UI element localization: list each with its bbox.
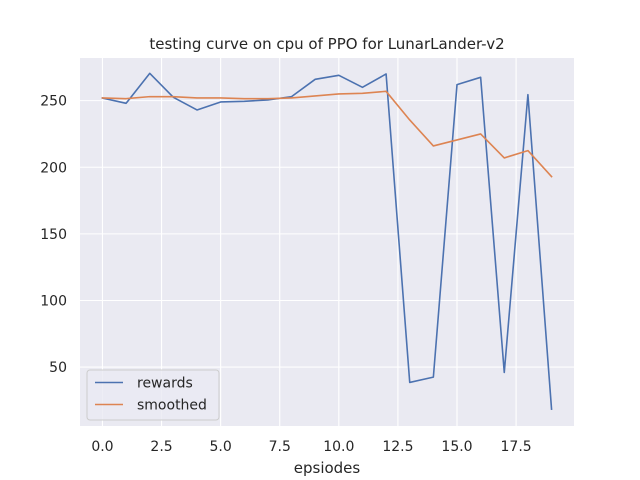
x-tick-label: 7.5 [269, 439, 291, 455]
x-tick-label: 10.0 [323, 439, 354, 455]
y-tick-label: 200 [40, 160, 67, 176]
x-tick-label: 17.5 [501, 439, 532, 455]
series-layer [101, 72, 553, 410]
chart-title: testing curve on cpu of PPO for LunarLan… [149, 35, 504, 53]
y-tick-label: 50 [49, 360, 67, 376]
legend-label-rewards: rewards [137, 376, 193, 392]
legend-label-smoothed: smoothed [137, 398, 207, 414]
x-tick-label: 12.5 [382, 439, 413, 455]
y-tick-label: 150 [40, 227, 67, 243]
x-tick-label: 15.0 [441, 439, 472, 455]
x-tick-label: 2.5 [150, 439, 172, 455]
y-tick-label: 250 [40, 94, 67, 110]
series-line-smoothed [101, 90, 553, 178]
y-axis-ticks: 50 100 150 200 250 [40, 94, 67, 376]
y-tick-label: 100 [40, 293, 67, 309]
x-axis-ticks: 0.0 2.5 5.0 7.5 10.0 12.5 15.0 17.5 [91, 439, 531, 455]
x-axis-label: epsiodes [294, 459, 361, 477]
x-tick-label: 5.0 [210, 439, 232, 455]
x-tick-label: 0.0 [91, 439, 113, 455]
legend: rewards smoothed [86, 369, 220, 421]
plot-area [80, 58, 574, 426]
series-line-rewards [101, 72, 553, 410]
